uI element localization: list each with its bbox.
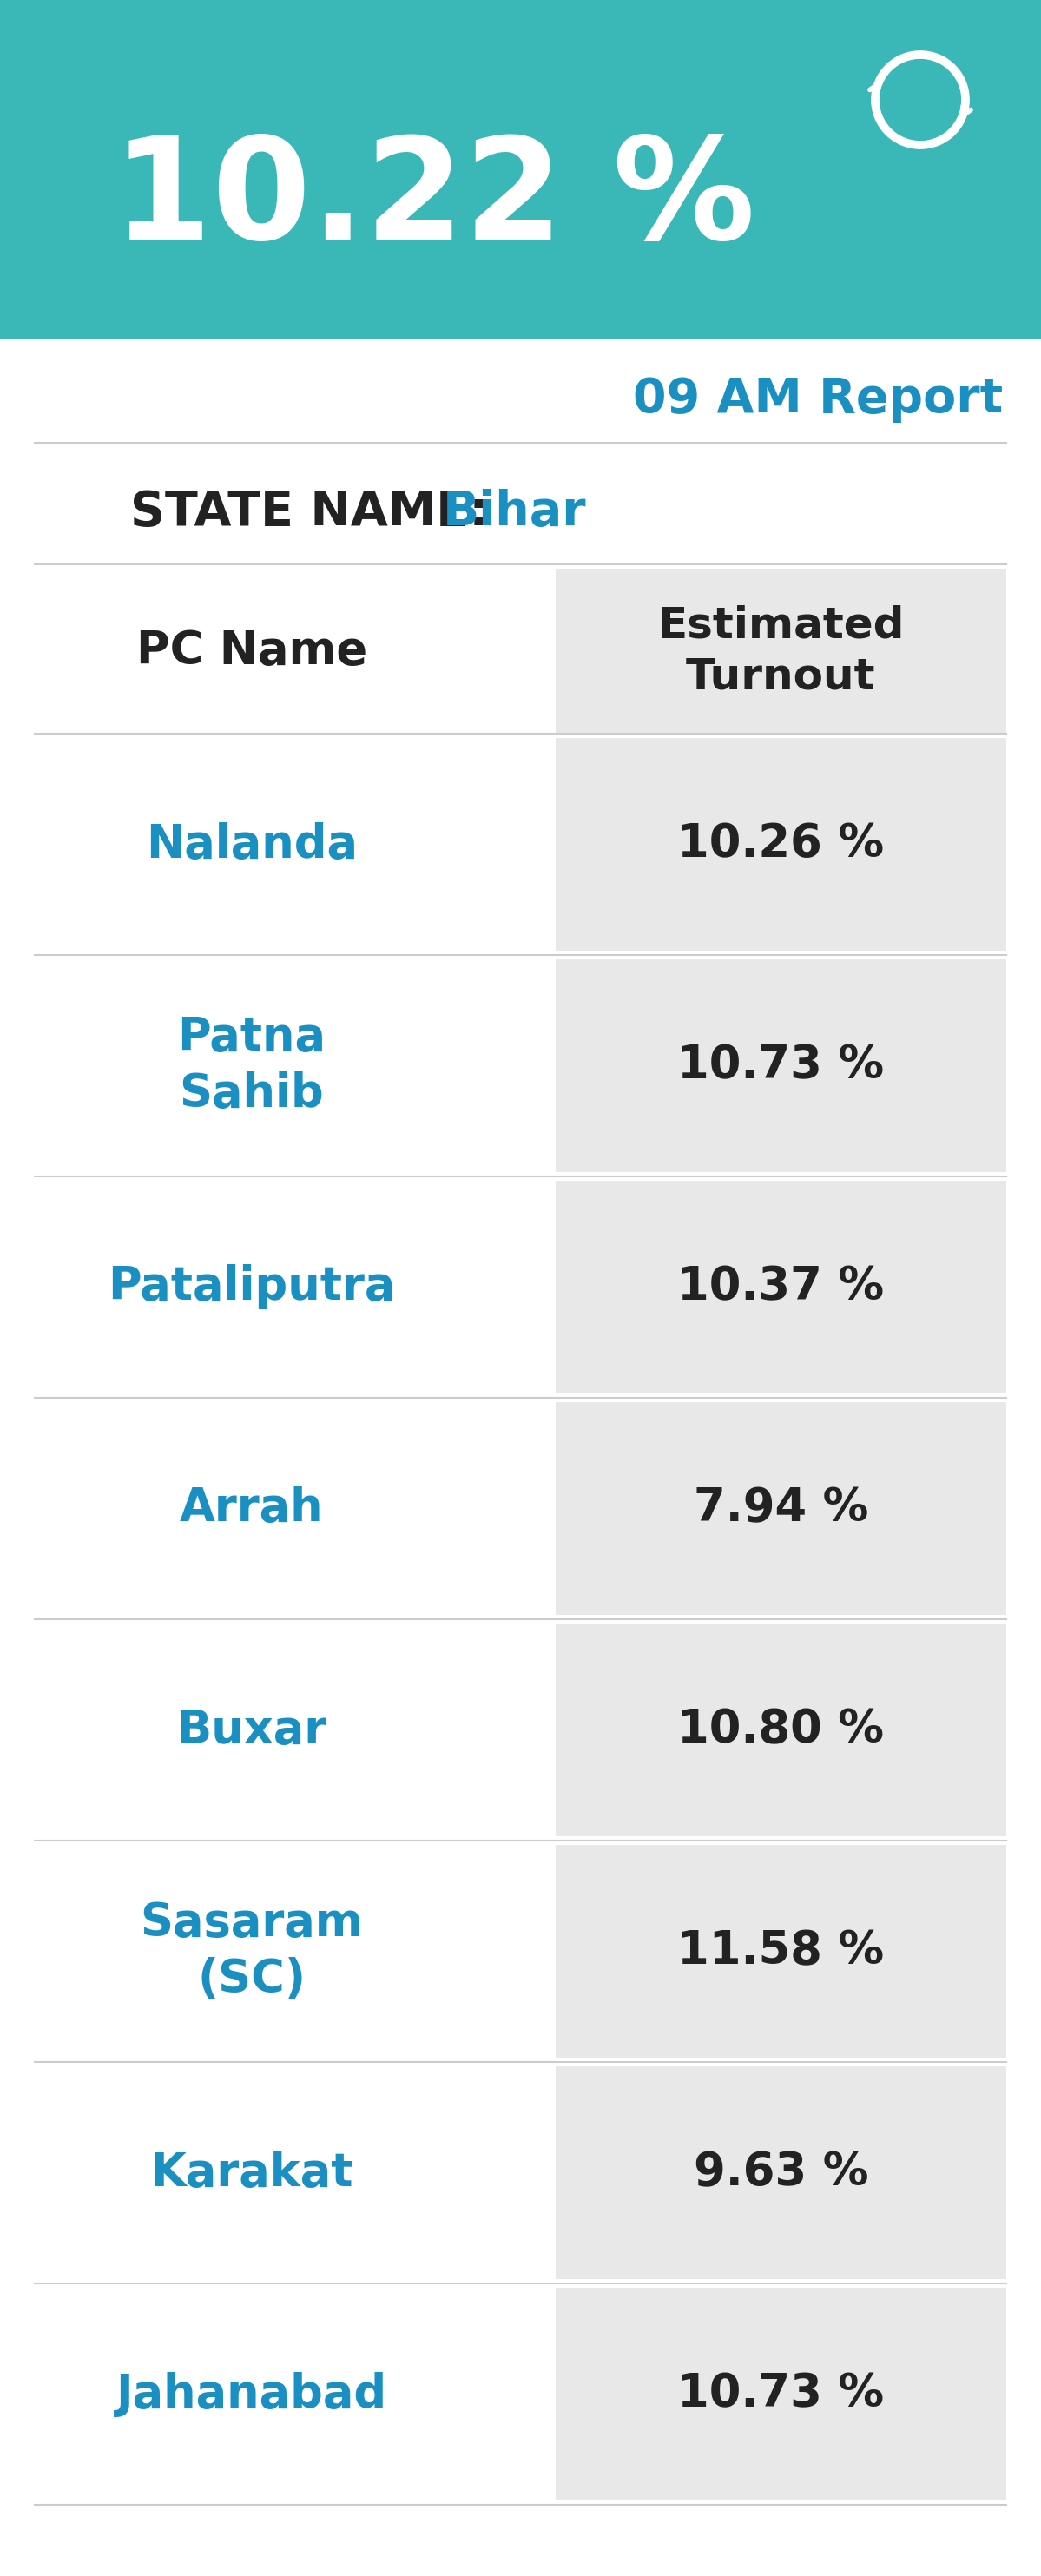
Bar bbox=[556, 1180, 1007, 1394]
Bar bbox=[556, 569, 1007, 734]
Text: Estimated
Turnout: Estimated Turnout bbox=[658, 605, 905, 698]
Bar bbox=[556, 1401, 1007, 1615]
Text: Sasaram
(SC): Sasaram (SC) bbox=[141, 1901, 363, 2002]
Text: 10.73 %: 10.73 % bbox=[678, 1043, 885, 1087]
Text: Arrah: Arrah bbox=[180, 1486, 324, 1530]
Bar bbox=[556, 958, 1007, 1172]
Text: 10.26 %: 10.26 % bbox=[678, 822, 885, 868]
Bar bbox=[556, 737, 1007, 951]
Text: Karakat: Karakat bbox=[150, 2151, 353, 2195]
Bar bbox=[0, 0, 1041, 337]
Text: Jahanabad: Jahanabad bbox=[117, 2372, 387, 2416]
Text: 10.80 %: 10.80 % bbox=[678, 1708, 884, 1752]
Bar bbox=[556, 1844, 1007, 2058]
Text: STATE NAME:: STATE NAME: bbox=[130, 489, 488, 536]
Bar bbox=[556, 2287, 1007, 2501]
Bar bbox=[556, 1623, 1007, 1837]
Text: Patna
Sahib: Patna Sahib bbox=[178, 1015, 326, 1115]
Text: Pataliputra: Pataliputra bbox=[108, 1265, 396, 1309]
Text: Nalanda: Nalanda bbox=[146, 822, 358, 868]
Text: 11.58 %: 11.58 % bbox=[678, 1929, 885, 1973]
Text: 10.22 %: 10.22 % bbox=[112, 131, 756, 268]
Text: Bihar: Bihar bbox=[442, 489, 586, 536]
Bar bbox=[556, 2066, 1007, 2280]
Text: 09 AM Report: 09 AM Report bbox=[633, 376, 1002, 422]
Text: 10.73 %: 10.73 % bbox=[678, 2372, 885, 2416]
Text: 7.94 %: 7.94 % bbox=[693, 1486, 868, 1530]
Text: 10.37 %: 10.37 % bbox=[678, 1265, 885, 1309]
Text: PC Name: PC Name bbox=[136, 629, 367, 675]
Text: 9.63 %: 9.63 % bbox=[693, 2151, 868, 2195]
Text: Buxar: Buxar bbox=[177, 1708, 327, 1752]
